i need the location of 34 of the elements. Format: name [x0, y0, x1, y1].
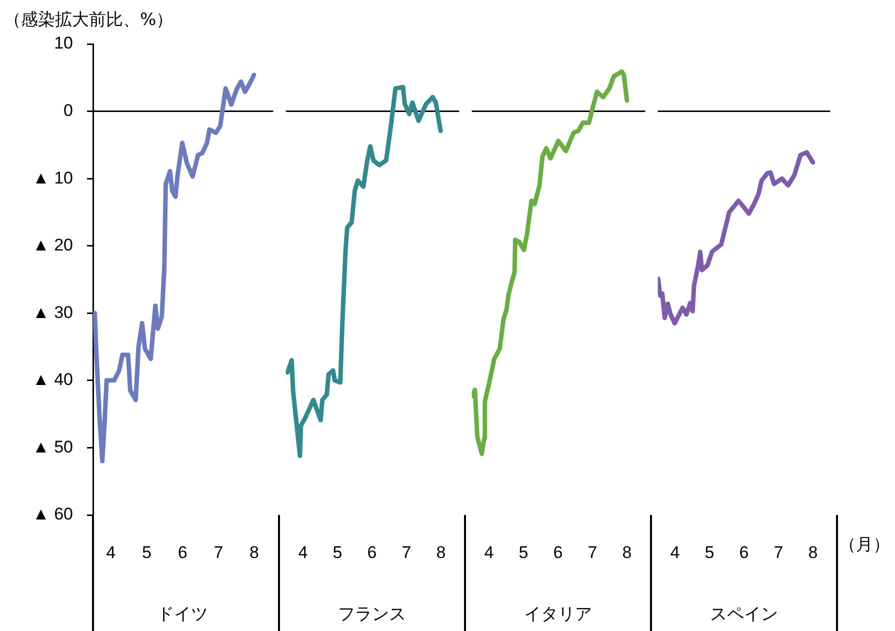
y-tick-label: ▲ 40 [32, 370, 73, 390]
x-tick-label: 4 [670, 542, 680, 562]
x-axis-title: スペイン [710, 604, 778, 624]
y-tick-label: ▲ 20 [32, 236, 73, 255]
x-tick-label: 6 [739, 542, 749, 562]
x-tick-label: 4 [106, 542, 116, 562]
x-tick-label: 7 [402, 542, 412, 562]
text: （月） [839, 534, 890, 556]
x-tick-label: 5 [142, 542, 152, 562]
x-tick-label: 8 [622, 542, 632, 562]
y-tick-label: 0 [64, 100, 73, 120]
x-tick-label: 5 [704, 542, 714, 562]
y-tick-label: ▲ 60 [32, 504, 73, 524]
x-tick-label: 4 [298, 542, 308, 562]
x-tick-label: 7 [588, 542, 598, 562]
x-tick-label: 6 [553, 542, 563, 562]
x-tick-label: 6 [178, 542, 188, 562]
y-tick-label: ▲ 30 [32, 302, 73, 322]
y-axis-title: （感染拡大前比、%） [4, 9, 174, 31]
y-tick-label: ▲ 50 [32, 437, 73, 456]
x-tick-label: 5 [332, 542, 342, 562]
x-axis-title: イタリア [524, 604, 592, 624]
y-tick-label: ▲ 10 [32, 168, 73, 188]
x-axis-title: ドイツ [157, 604, 208, 624]
x-axis-title: フランス [338, 604, 406, 624]
x-tick-label: 8 [436, 542, 446, 562]
x-tick-label: 6 [367, 542, 377, 562]
y-tick-label: 10 [54, 34, 73, 53]
x-tick-label: 8 [808, 542, 818, 562]
x-tick-label: 4 [484, 542, 494, 562]
x-tick-label: 7 [774, 542, 784, 562]
x-tick-label: 5 [518, 542, 528, 562]
x-tick-label: 8 [250, 542, 260, 562]
x-tick-label: 7 [214, 542, 224, 562]
